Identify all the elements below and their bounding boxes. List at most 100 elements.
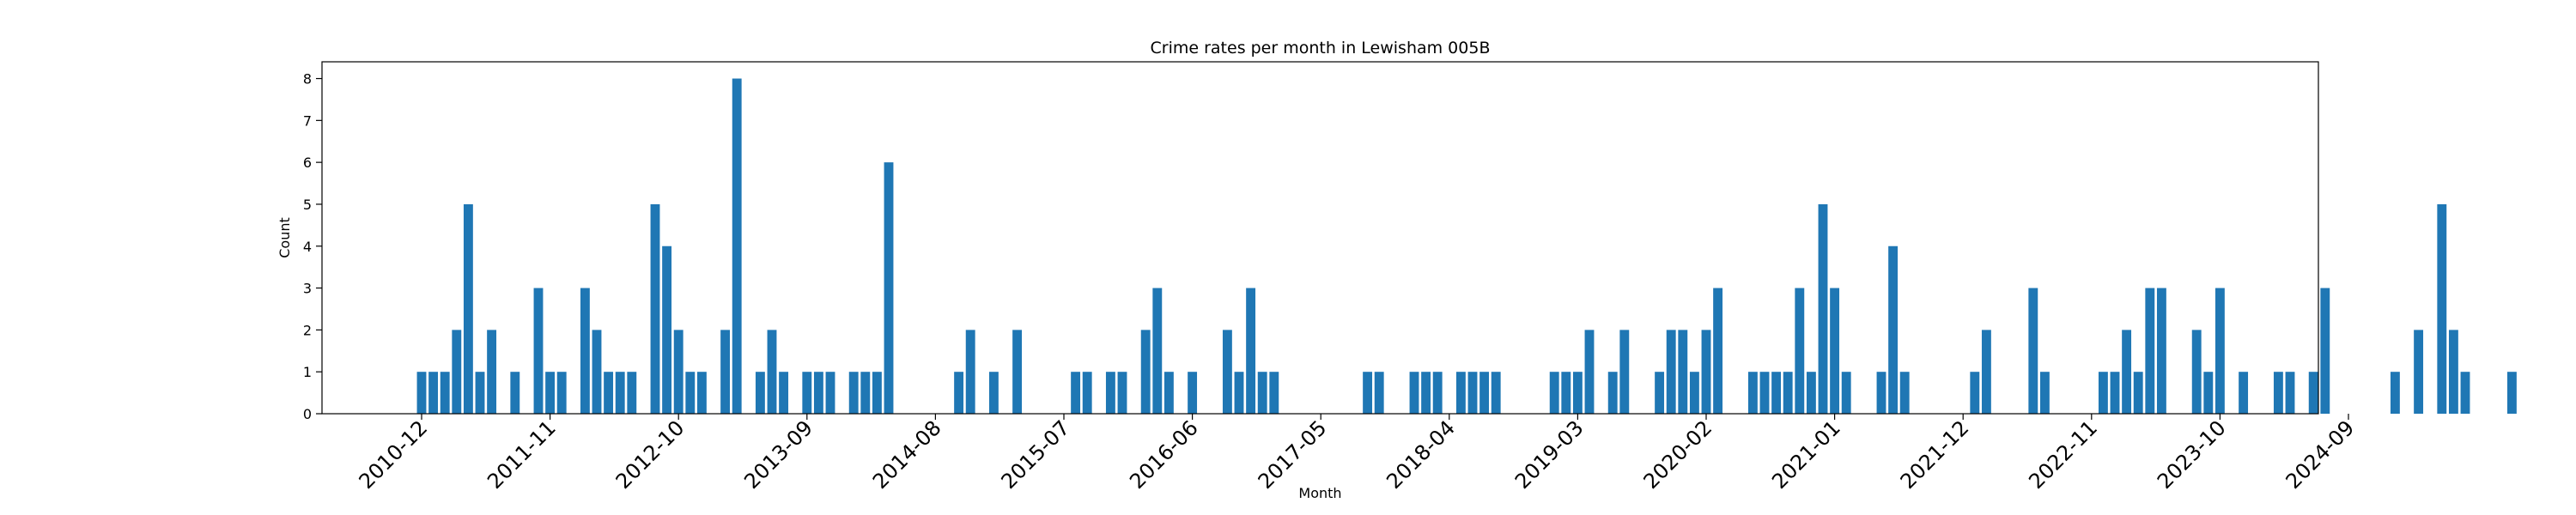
bar: [2390, 372, 2400, 414]
bar: [1783, 372, 1793, 414]
bar: [487, 330, 497, 414]
bar: [2156, 288, 2166, 414]
x-tick-label: 2011-11: [483, 415, 561, 494]
x-tick-label: 2019-03: [1510, 415, 1589, 494]
bar: [545, 372, 556, 414]
bar: [1479, 372, 1490, 414]
bar: [604, 372, 614, 414]
bar: [1012, 330, 1023, 414]
bar: [2273, 372, 2283, 414]
bar: [732, 78, 742, 415]
bar: [1584, 330, 1595, 414]
bar: [1689, 372, 1699, 414]
bar: [720, 330, 731, 414]
bar: [1152, 288, 1163, 414]
x-tick-label: 2021-01: [1767, 415, 1845, 494]
x-tick-label: 2023-10: [2153, 415, 2231, 494]
bar: [1222, 330, 1232, 414]
x-tick-label: 2024-09: [2281, 415, 2360, 494]
bar: [1117, 372, 1127, 414]
bar: [1899, 372, 1910, 414]
bar: [2414, 330, 2424, 414]
bar: [825, 372, 835, 414]
bar: [2215, 288, 2225, 414]
x-tick-label: 2015-07: [997, 415, 1075, 494]
bar: [1713, 288, 1723, 414]
x-tick-label: 2022-11: [2024, 415, 2102, 494]
axes-frame: [321, 61, 2319, 415]
y-tick-label: 2: [303, 322, 312, 338]
bar: [2506, 372, 2517, 414]
y-tick-label: 0: [303, 406, 312, 422]
bar: [1655, 372, 1665, 414]
bar: [1678, 330, 1688, 414]
bar: [1071, 372, 1081, 414]
bar: [416, 372, 427, 414]
bar: [1806, 372, 1816, 414]
bar: [475, 372, 485, 414]
bar: [1432, 372, 1443, 414]
bar: [2122, 330, 2132, 414]
bar: [1363, 372, 1373, 414]
bar: [872, 372, 882, 414]
y-tick-label: 7: [303, 112, 312, 129]
bar: [440, 372, 450, 414]
bar: [1467, 372, 1478, 414]
bar: [1409, 372, 1419, 414]
x-tick-label: 2014-08: [868, 415, 946, 494]
bar: [884, 162, 894, 414]
x-tick-label: 2020-02: [1639, 415, 1717, 494]
bar: [1234, 372, 1244, 414]
chart-title: Crime rates per month in Lewisham 005B: [1151, 39, 1491, 58]
bar: [767, 330, 777, 414]
bar: [685, 372, 696, 414]
bar: [650, 203, 660, 414]
bar: [954, 372, 964, 414]
bar: [2133, 372, 2143, 414]
bar: [2110, 372, 2120, 414]
x-tick-label: 2018-04: [1382, 415, 1460, 494]
bar: [1105, 372, 1115, 414]
bar: [1981, 330, 1991, 414]
y-tick-label: 4: [303, 239, 312, 255]
bar: [1841, 372, 1851, 414]
x-tick-label: 2010-12: [355, 415, 433, 494]
bar: [627, 372, 637, 414]
bar: [673, 330, 683, 414]
y-tick-label: 6: [303, 154, 312, 171]
y-tick-label: 1: [303, 364, 312, 380]
bar: [1666, 330, 1676, 414]
bar: [1374, 372, 1384, 414]
y-tick-label: 8: [303, 71, 312, 88]
bar: [510, 372, 520, 414]
bar: [1795, 288, 1805, 414]
bar: [1771, 372, 1782, 414]
bar: [2191, 330, 2202, 414]
bar: [1701, 330, 1711, 414]
bar: [1747, 372, 1758, 414]
x-tick-label: 2012-10: [611, 415, 690, 494]
bar: [1082, 372, 1092, 414]
bar: [452, 330, 462, 414]
y-tick-label: 5: [303, 197, 312, 213]
bar: [1491, 372, 1501, 414]
bar: [1421, 372, 1431, 414]
bar: [1970, 372, 1980, 414]
bar: [1876, 372, 1886, 414]
bar: [1759, 372, 1770, 414]
bar: [1455, 372, 1466, 414]
x-axis-label: Month: [1298, 485, 1341, 501]
bar: [1619, 330, 1630, 414]
bar: [2308, 372, 2318, 414]
bar: [580, 288, 590, 414]
bar: [662, 245, 672, 414]
bar: [2460, 372, 2470, 414]
bar: [696, 372, 707, 414]
bar: [1888, 245, 1899, 414]
bar: [1257, 372, 1267, 414]
bar: [2098, 372, 2108, 414]
bar: [428, 372, 439, 414]
bar: [1269, 372, 1279, 414]
bar: [755, 372, 765, 414]
bar: [2448, 330, 2458, 414]
